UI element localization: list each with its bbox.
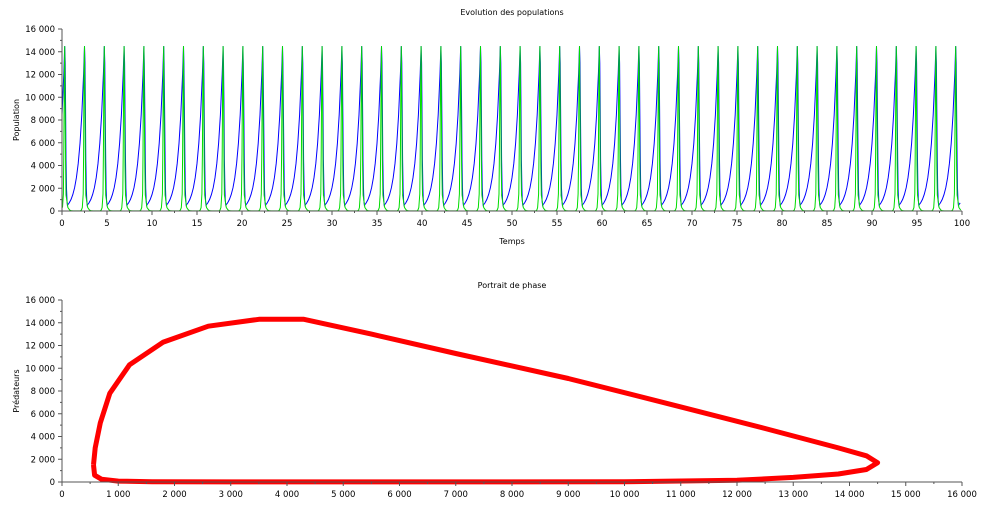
x-tick-label: 100 bbox=[954, 219, 970, 229]
x-tick-label: 11 000 bbox=[666, 490, 696, 500]
y-tick-label: 0 bbox=[50, 207, 55, 217]
series-line-0 bbox=[61, 46, 961, 207]
x-tick-label: 90 bbox=[867, 219, 878, 229]
x-tick-label: 75 bbox=[732, 219, 743, 229]
y-tick-label: 6 000 bbox=[31, 139, 55, 149]
x-tick-label: 12 000 bbox=[722, 490, 752, 500]
plot-area bbox=[61, 46, 962, 212]
x-tick-label: 80 bbox=[777, 219, 788, 229]
y-tick-label: 6 000 bbox=[31, 410, 55, 420]
x-tick-label: 10 bbox=[147, 219, 158, 229]
x-tick-label: 6 000 bbox=[387, 490, 411, 500]
x-tick-label: 0 bbox=[59, 490, 64, 500]
populations-chart: Evolution des populations Temps Populati… bbox=[12, 8, 970, 246]
x-tick-label: 50 bbox=[507, 219, 518, 229]
x-tick-label: 60 bbox=[597, 219, 608, 229]
x-tick-label: 25 bbox=[282, 219, 293, 229]
y-axis-label: Population bbox=[12, 99, 21, 141]
x-tick-label: 95 bbox=[912, 219, 923, 229]
y-tick-label: 8 000 bbox=[31, 387, 55, 397]
plot-area bbox=[91, 316, 881, 485]
phase-portrait-chart: Portrait de phase Prédateurs 0 1 000 2 000… bbox=[11, 281, 977, 500]
y-tick-label: 12 000 bbox=[25, 71, 55, 81]
x-tick-label: 15 000 bbox=[891, 490, 921, 500]
y-tick-label: 14 000 bbox=[25, 319, 55, 329]
x-tick-label: 8 000 bbox=[500, 490, 524, 500]
x-tick-label: 65 bbox=[642, 219, 653, 229]
y-tick-label: 12 000 bbox=[25, 342, 55, 352]
x-tick-label: 16 000 bbox=[947, 490, 977, 500]
x-tick-label: 4 000 bbox=[275, 490, 299, 500]
y-tick-label: 2 000 bbox=[31, 455, 55, 465]
x-tick-label: 30 bbox=[327, 219, 338, 229]
x-tick-label: 5 bbox=[104, 219, 109, 229]
x-tick-label: 3 000 bbox=[219, 490, 243, 500]
x-tick-label: 10 000 bbox=[610, 490, 640, 500]
y-axis-label: Prédateurs bbox=[11, 369, 21, 412]
x-tick-label: 7 000 bbox=[444, 490, 468, 500]
x-tick-label: 40 bbox=[417, 219, 428, 229]
y-tick-label: 14 000 bbox=[25, 48, 55, 58]
x-tick-label: 13 000 bbox=[778, 490, 808, 500]
x-tick-label: 9 000 bbox=[556, 490, 580, 500]
x-tick-label: 20 bbox=[237, 219, 248, 229]
x-tick-label: 14 000 bbox=[835, 490, 865, 500]
x-tick-label: 5 000 bbox=[331, 490, 355, 500]
y-tick-label: 4 000 bbox=[31, 162, 55, 172]
series-line-1 bbox=[62, 46, 962, 212]
y-tick-label: 16 000 bbox=[25, 25, 55, 35]
y-tick-label: 0 bbox=[50, 478, 55, 488]
y-tick-label: 10 000 bbox=[25, 364, 55, 374]
x-tick-label: 2 000 bbox=[162, 490, 186, 500]
x-tick-label: 0 bbox=[59, 219, 64, 229]
x-tick-label: 45 bbox=[462, 219, 473, 229]
x-axis-label: Temps bbox=[498, 237, 525, 246]
x-tick-label: 85 bbox=[822, 219, 833, 229]
y-tick-label: 16 000 bbox=[25, 296, 55, 306]
phase-curve bbox=[91, 316, 881, 485]
y-tick-label: 8 000 bbox=[31, 116, 55, 126]
chart-title: Portrait de phase bbox=[478, 281, 547, 290]
x-tick-label: 55 bbox=[552, 219, 563, 229]
y-tick-label: 2 000 bbox=[31, 184, 55, 194]
y-tick-label: 10 000 bbox=[25, 93, 55, 103]
x-tick-label: 70 bbox=[687, 219, 698, 229]
y-tick-label: 4 000 bbox=[31, 433, 55, 443]
x-tick-label: 15 bbox=[192, 219, 203, 229]
x-tick-label: 1 000 bbox=[106, 490, 130, 500]
chart-title: Evolution des populations bbox=[460, 8, 563, 17]
x-tick-label: 35 bbox=[372, 219, 383, 229]
